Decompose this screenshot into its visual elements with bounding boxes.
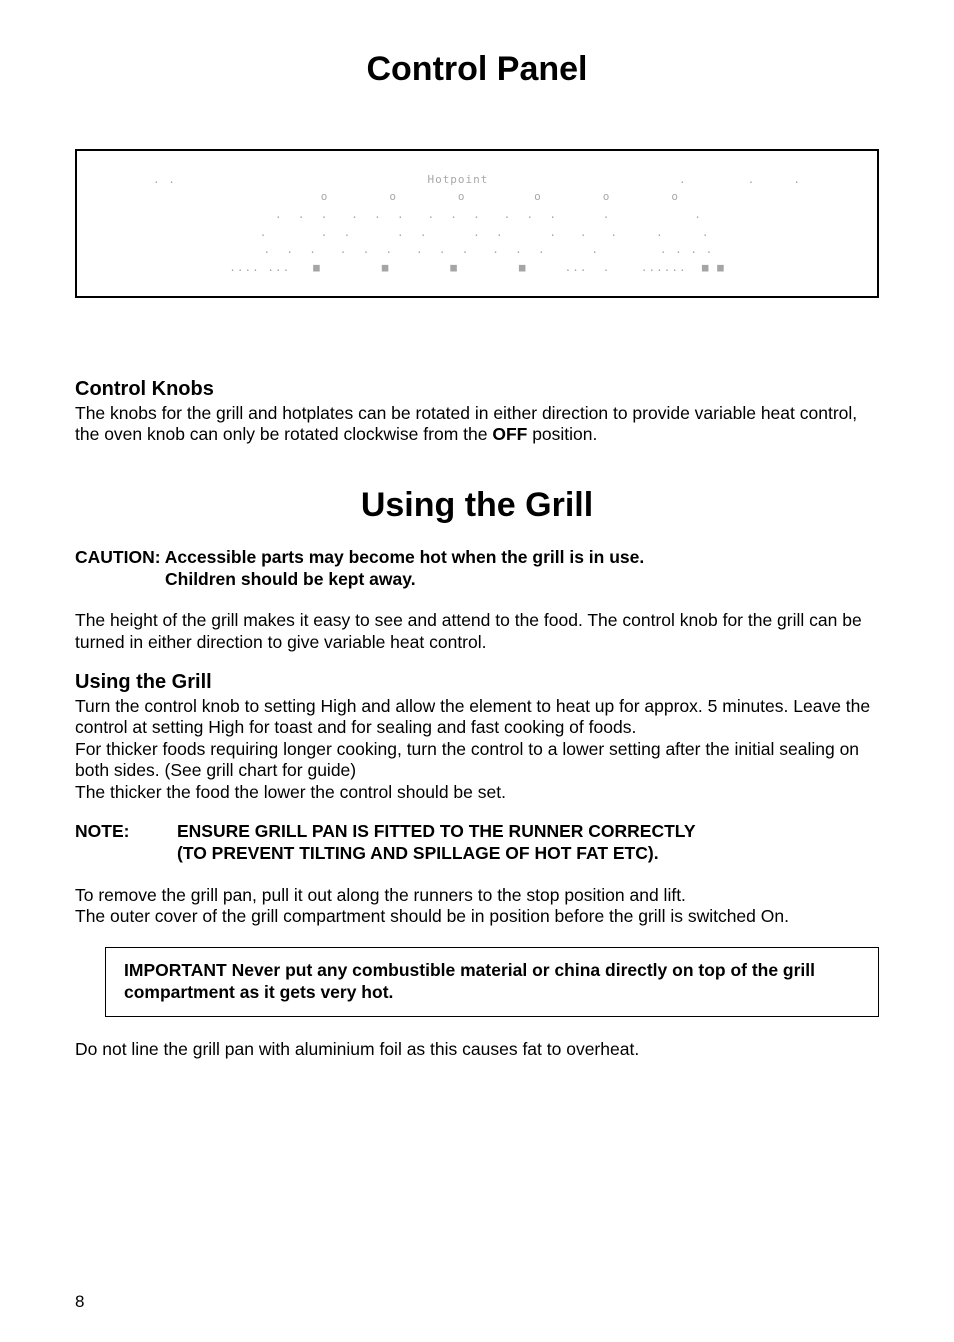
remove-grill-text: To remove the grill pan, pull it out alo…	[75, 885, 879, 928]
off-bold: OFF	[492, 424, 527, 444]
control-knobs-text-1: The knobs for the grill and hotplates ca…	[75, 403, 857, 444]
caution-line-2: Children should be kept away.	[75, 569, 879, 591]
spacer	[75, 653, 879, 671]
note-label: NOTE:	[75, 821, 177, 865]
important-box: IMPORTANT Never put any combustible mate…	[105, 947, 879, 1017]
caution-block: CAUTION: Accessible parts may become hot…	[75, 547, 879, 591]
control-knobs-text: The knobs for the grill and hotplates ca…	[75, 403, 879, 446]
main-title: Control Panel	[75, 50, 879, 89]
using-grill-heading: Using the Grill	[75, 671, 879, 694]
diagram-placeholder: . . Hotpoint . . . o o o o o o . . . . .…	[153, 171, 801, 277]
using-grill-body: Turn the control knob to setting High an…	[75, 696, 879, 803]
control-panel-diagram: . . Hotpoint . . . o o o o o o . . . . .…	[75, 149, 879, 298]
caution-line-1: CAUTION: Accessible parts may become hot…	[75, 547, 879, 569]
note-line-1: ENSURE GRILL PAN IS FITTED TO THE RUNNER…	[177, 821, 696, 843]
spacer	[75, 803, 879, 821]
using-grill-title: Using the Grill	[75, 486, 879, 525]
control-knobs-text-2: position.	[527, 424, 597, 444]
control-knobs-heading: Control Knobs	[75, 378, 879, 401]
page-container: Control Panel . . Hotpoint . . . o o o o…	[0, 0, 954, 1342]
spacer	[75, 590, 879, 608]
caution-rest-1: Accessible parts may become hot when the…	[161, 547, 645, 567]
caution-label: CAUTION:	[75, 547, 161, 567]
note-content: ENSURE GRILL PAN IS FITTED TO THE RUNNER…	[177, 821, 696, 865]
note-block: NOTE: ENSURE GRILL PAN IS FITTED TO THE …	[75, 821, 879, 865]
page-number: 8	[75, 1292, 84, 1312]
note-line-2: (TO PREVENT TILTING AND SPILLAGE OF HOT …	[177, 843, 696, 865]
spacer	[75, 865, 879, 883]
foil-text: Do not line the grill pan with aluminium…	[75, 1039, 879, 1060]
grill-intro-text: The height of the grill makes it easy to…	[75, 610, 879, 653]
